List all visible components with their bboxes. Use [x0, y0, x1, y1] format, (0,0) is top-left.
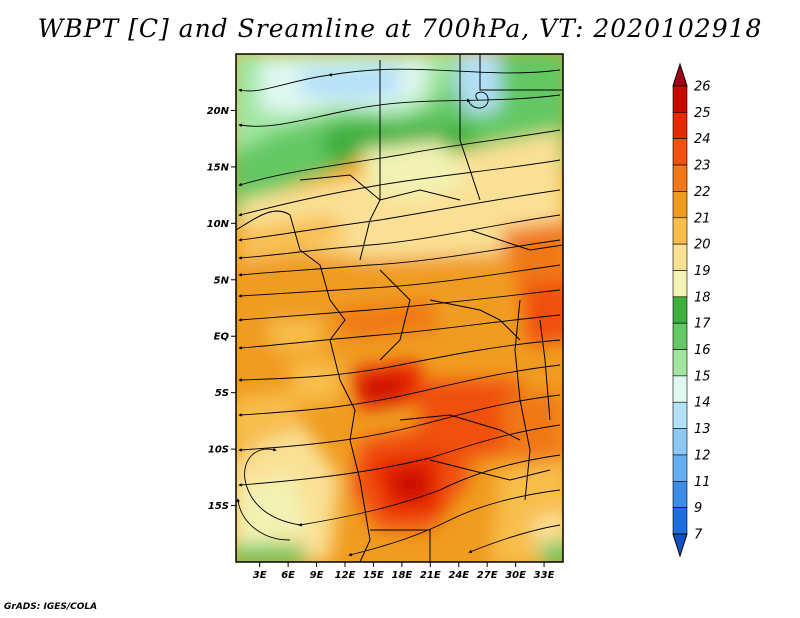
lat-tick-label: 10N — [207, 219, 230, 230]
colorbar-label: 9 — [694, 501, 702, 516]
colorbar-swatch — [672, 349, 688, 377]
colorbar-swatch — [672, 507, 688, 535]
lat-tick-label: 10S — [208, 445, 229, 456]
colorbar-max-arrow — [672, 62, 688, 87]
lat-tick-label: 15S — [208, 501, 229, 512]
streamlines — [236, 68, 561, 557]
colorbar-swatch — [672, 164, 688, 192]
colorbar-label: 20 — [694, 238, 711, 253]
lon-tick-label: 30E — [505, 570, 526, 581]
colorbar-swatch — [672, 428, 688, 456]
colorbar-swatch — [672, 322, 688, 350]
lon-tick-label: 33E — [534, 570, 555, 581]
footer-credit: GrADS: IGES/COLA — [4, 602, 98, 612]
colorbar-swatch — [672, 375, 688, 403]
colorbar-swatch — [672, 454, 688, 482]
lon-tick-label: 21E — [420, 570, 441, 581]
colorbar-label: 12 — [694, 448, 711, 463]
colorbar-swatch — [672, 243, 688, 271]
colorbar-swatch — [672, 401, 688, 429]
chart-title: WBPT [C] and Sreamline at 700hPa, VT: 20… — [37, 14, 763, 43]
colorbar-swatch — [672, 112, 688, 140]
colorbar-min-arrow — [672, 533, 688, 558]
colorbar-label: 23 — [694, 159, 711, 174]
colorbar-swatch — [672, 480, 688, 508]
lon-tick-label: 12E — [335, 570, 356, 581]
colorbar-label: 11 — [694, 475, 711, 490]
colorbar-label: 15 — [694, 369, 711, 384]
lon-tick-label: 9E — [310, 570, 324, 581]
colorbar: 26 25 24 23 22 21 20 19 18 17 16 15 14 13 12 11 9 7 — [672, 62, 711, 558]
colorbar-label: 17 — [694, 317, 711, 332]
colorbar-label: 24 — [694, 132, 711, 147]
longitude-axis: 3E 6E 9E 12E 15E 18E 21E 24E 27E 30E 33E — [253, 562, 555, 581]
lon-tick-label: 3E — [253, 570, 267, 581]
colorbar-swatch — [672, 296, 688, 324]
boundaries — [236, 54, 563, 562]
colorbar-label: 16 — [694, 343, 711, 358]
colorbar-swatch — [672, 138, 688, 166]
lon-tick-label: 24E — [448, 570, 469, 581]
lat-tick-label: 20N — [207, 106, 230, 117]
colorbar-swatch — [672, 270, 688, 298]
colorbar-label: 25 — [694, 106, 711, 121]
colorbar-swatch — [672, 85, 688, 113]
colorbar-label: 18 — [694, 290, 711, 305]
map-frame — [235, 53, 564, 563]
colorbar-label: 22 — [694, 185, 711, 200]
lat-tick-label: EQ — [214, 332, 230, 343]
colorbar-label: 26 — [694, 80, 711, 95]
colorbar-label: 14 — [694, 396, 711, 411]
lon-tick-label: 27E — [477, 570, 498, 581]
colorbar-label: 7 — [694, 528, 703, 543]
lat-tick-label: 15N — [207, 162, 230, 173]
lon-tick-label: 6E — [281, 570, 295, 581]
colorbar-swatch — [672, 191, 688, 219]
latitude-axis: 20N 15N 10N 5N EQ 5S 10S 15S — [207, 106, 236, 512]
colorbar-label: 13 — [694, 422, 711, 437]
lon-tick-label: 18E — [391, 570, 412, 581]
lat-tick-label: 5N — [214, 275, 230, 286]
colorbar-swatch — [672, 217, 688, 245]
lon-tick-label: 15E — [363, 570, 384, 581]
colorbar-label: 21 — [694, 211, 711, 226]
colorbar-label: 19 — [694, 264, 711, 279]
lat-tick-label: 5S — [215, 388, 229, 399]
